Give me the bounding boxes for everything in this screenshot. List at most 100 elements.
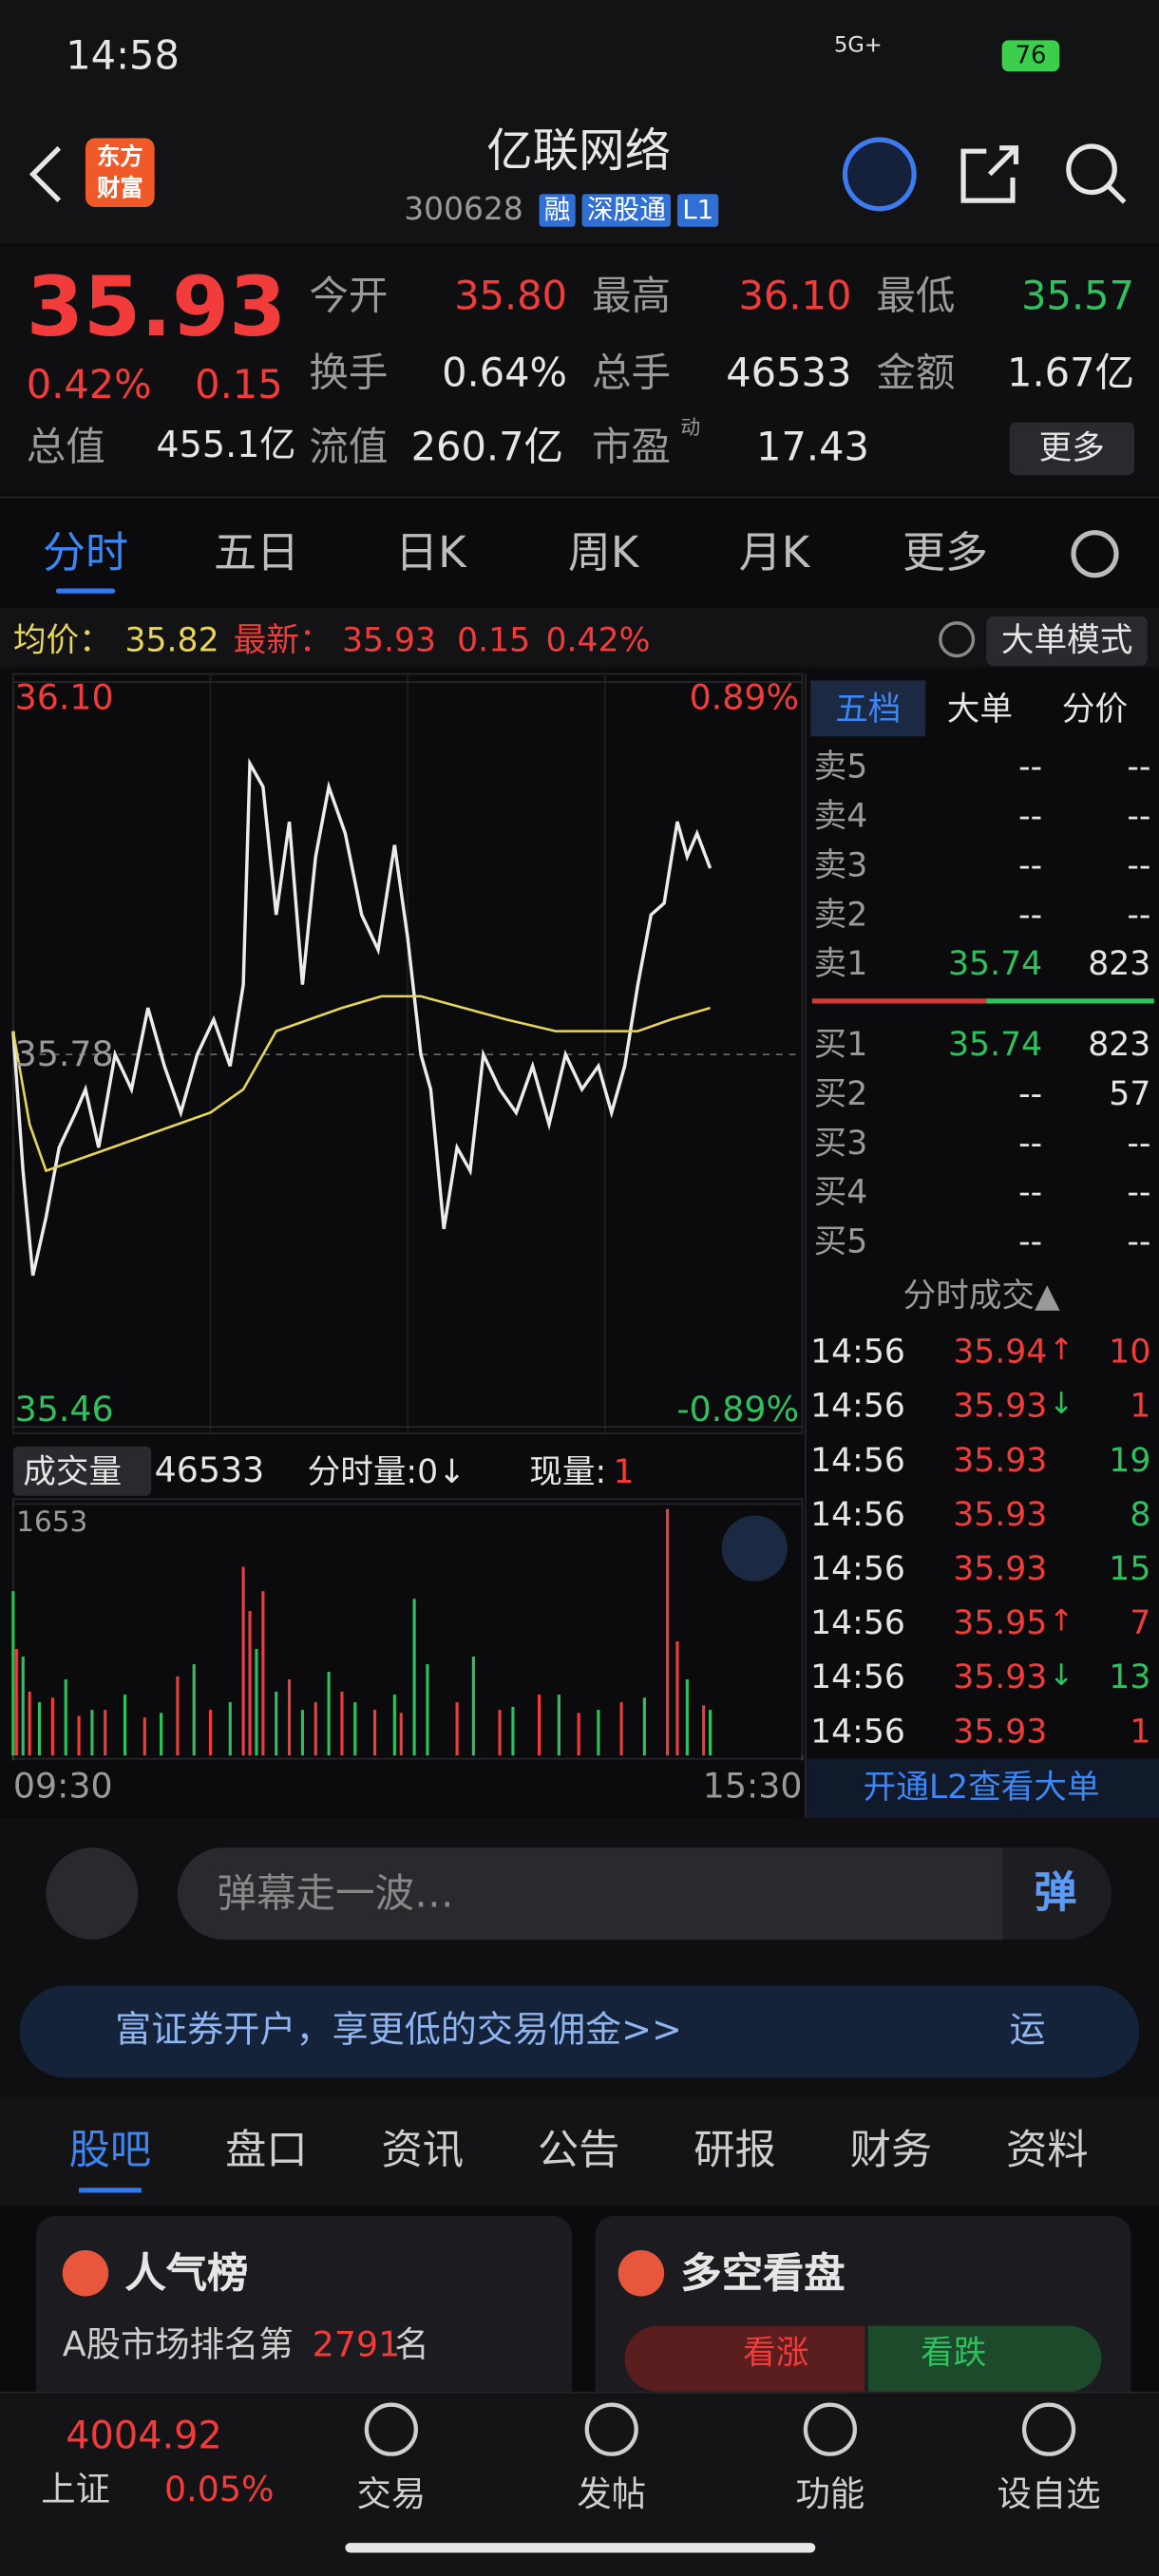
content-tab[interactable]: 资讯 [381, 2126, 465, 2174]
chart-tab[interactable]: 更多 [902, 529, 989, 579]
up-button[interactable] [624, 2325, 865, 2392]
more-button-label[interactable]: 更多 [1038, 426, 1105, 467]
help-icon[interactable] [939, 621, 976, 658]
trade-price: 35.95 [953, 1602, 1048, 1642]
trade-time: 14:56 [810, 1439, 905, 1480]
banner-bg[interactable] [19, 1985, 1140, 2078]
ai-icon[interactable] [842, 137, 917, 212]
field-label: 最高 [591, 273, 672, 319]
up-label[interactable]: 看涨 [743, 2332, 809, 2373]
comment-input[interactable] [177, 1847, 1112, 1940]
index-name[interactable]: 上证 [41, 2470, 110, 2510]
volume-bar [577, 1713, 580, 1756]
orderbook-tab[interactable]: 五档 [835, 689, 902, 729]
volume-bar [314, 1702, 317, 1756]
volume-bar [288, 1679, 292, 1756]
book-label: 卖3 [813, 844, 868, 885]
big-order-button[interactable] [986, 616, 1148, 666]
index-change[interactable]: 0.05% [164, 2470, 275, 2510]
tabs-underline [79, 2188, 142, 2193]
info-bg [0, 608, 1159, 668]
vs-icon [618, 2250, 665, 2297]
nav-item[interactable]: 交易 [356, 2474, 427, 2514]
card-title: 人气榜 [124, 2249, 249, 2298]
nav-item[interactable]: 发帖 [577, 2474, 647, 2514]
volume-bar [208, 1710, 213, 1756]
volume-selector[interactable] [12, 1446, 152, 1496]
volume-bar [392, 1695, 396, 1756]
content-tab[interactable]: 资料 [1006, 2126, 1089, 2174]
chart-tab[interactable]: 周K [567, 529, 639, 579]
stock-name: 亿联网络 [486, 123, 672, 178]
content-tab[interactable]: 盘口 [225, 2126, 308, 2174]
book-volume: 57 [1109, 1073, 1151, 1113]
trade-direction: ↑ [1049, 1603, 1074, 1639]
book-volume: 823 [1088, 943, 1151, 983]
down-label[interactable]: 看跌 [921, 2332, 987, 2373]
chart-tab[interactable]: 月K [738, 529, 810, 579]
nav-item[interactable]: 功能 [795, 2474, 865, 2514]
big-order-mode[interactable]: 大单模式 [1000, 619, 1133, 659]
expand-icon[interactable] [721, 1515, 788, 1582]
volume-bar [372, 1710, 377, 1756]
content-tab[interactable]: 财务 [849, 2126, 933, 2174]
book-label: 卖4 [813, 795, 868, 836]
more-button[interactable] [1009, 422, 1135, 476]
trades-title[interactable]: 分时成交▲ [902, 1275, 1060, 1316]
orderbook-tab[interactable]: 大单 [946, 689, 1013, 729]
orderbook-tab[interactable]: 分价 [1061, 689, 1129, 729]
book-volume: -- [1127, 1122, 1151, 1163]
trade-price: 35.93 [953, 1657, 1048, 1696]
promo-bg[interactable] [805, 1758, 1159, 1818]
content-tab[interactable]: 公告 [537, 2126, 620, 2174]
settings-icon[interactable] [1071, 530, 1119, 578]
pct-label: 0.89% [689, 677, 800, 718]
comment-icon[interactable] [46, 1847, 139, 1940]
banner-text[interactable]: 富证券开户，享更低的交易佣金>> [115, 2010, 682, 2052]
volume-bar [50, 1697, 54, 1756]
nav-icon [364, 2402, 418, 2456]
trade-time: 14:56 [810, 1548, 905, 1588]
back-icon[interactable] [28, 145, 62, 202]
chart-tab[interactable]: 五日 [213, 529, 299, 579]
volume-label[interactable]: 成交量 [23, 1451, 123, 1491]
card-popularity[interactable] [36, 2215, 573, 2414]
book-volume: -- [1127, 1221, 1151, 1261]
chart-tab[interactable]: 日K [395, 529, 466, 579]
volume-bar [228, 1702, 232, 1756]
stock-tag: L1 [677, 194, 719, 227]
orderbook-tab-active[interactable] [810, 680, 926, 737]
index-value[interactable]: 4004.92 [66, 2415, 222, 2458]
search-icon[interactable] [1066, 143, 1117, 196]
stock-code: 300628 [404, 191, 523, 228]
trade-direction: ↑ [1049, 1333, 1074, 1368]
l2-promo[interactable]: 开通L2查看大单 [863, 1767, 1100, 1807]
comment-placeholder[interactable]: 弹幕走一波… [217, 1870, 454, 1917]
volume-bar [675, 1641, 679, 1756]
content-tab[interactable]: 股吧 [68, 2126, 152, 2174]
logo[interactable] [85, 138, 155, 208]
volume-bar [142, 1717, 146, 1756]
volume-bar [666, 1508, 670, 1756]
quote-bg [0, 246, 1159, 494]
volume-bar [104, 1710, 107, 1756]
logo-text[interactable]: 财富 [97, 176, 143, 202]
danmu-button-label[interactable]: 弹 [1034, 1868, 1077, 1919]
field-value: 35.80 [454, 273, 568, 319]
content-tab[interactable]: 研报 [694, 2126, 776, 2174]
chart-tab[interactable]: 分时 [42, 529, 128, 579]
volume-bar [241, 1566, 245, 1756]
field-value: 17.43 [756, 424, 869, 470]
share-icon[interactable] [960, 145, 1019, 203]
y-tick-label: 35.78 [14, 1033, 114, 1074]
tabs-bg [0, 2097, 1159, 2207]
nav-item[interactable]: 设自选 [997, 2474, 1101, 2514]
logo-text[interactable]: 东方 [97, 144, 143, 171]
danmu-button[interactable] [1002, 1847, 1112, 1940]
down-button[interactable] [867, 2325, 1102, 2392]
book-volume: -- [1127, 1171, 1151, 1212]
